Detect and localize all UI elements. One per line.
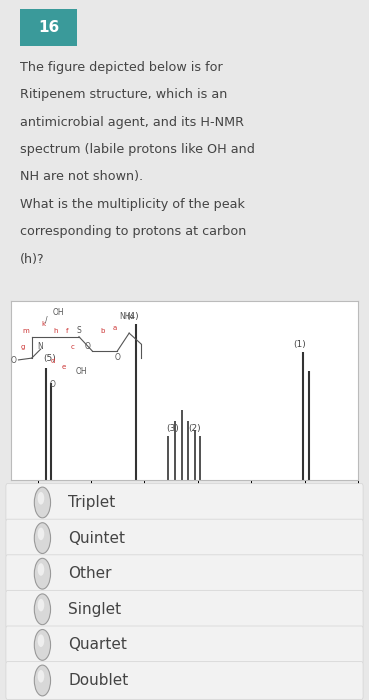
- Text: O: O: [49, 379, 55, 389]
- Text: (h)?: (h)?: [20, 253, 45, 265]
- Text: Ritipenem structure, which is an: Ritipenem structure, which is an: [20, 88, 228, 102]
- Text: b: b: [100, 328, 105, 334]
- Text: 16: 16: [38, 20, 59, 35]
- Text: OH: OH: [76, 368, 88, 376]
- Text: Singlet: Singlet: [68, 602, 121, 617]
- Text: The figure depicted below is for: The figure depicted below is for: [20, 61, 223, 74]
- Text: f: f: [66, 328, 68, 334]
- Text: h: h: [53, 328, 58, 334]
- Text: spectrum (labile protons like OH and: spectrum (labile protons like OH and: [20, 143, 255, 156]
- Text: a: a: [112, 325, 117, 330]
- Text: NH₂: NH₂: [119, 312, 134, 321]
- Text: What is the multiplicity of the peak: What is the multiplicity of the peak: [20, 198, 245, 211]
- Text: Triplet: Triplet: [68, 495, 115, 510]
- Text: k: k: [41, 321, 46, 327]
- X-axis label: Chemical Shift ( δ ): Chemical Shift ( δ ): [138, 501, 231, 511]
- Text: Other: Other: [68, 566, 112, 581]
- Text: corresponding to protons at carbon: corresponding to protons at carbon: [20, 225, 246, 238]
- Text: O: O: [11, 356, 17, 365]
- Text: O: O: [85, 342, 91, 351]
- Text: c: c: [71, 344, 75, 350]
- Text: /: /: [45, 316, 48, 324]
- Text: N: N: [38, 342, 44, 351]
- Text: e: e: [62, 364, 66, 370]
- Text: (3): (3): [166, 424, 179, 433]
- Text: (2): (2): [188, 424, 201, 433]
- FancyBboxPatch shape: [20, 9, 77, 46]
- Text: g: g: [21, 344, 25, 350]
- Text: OH: OH: [52, 308, 64, 317]
- Text: d: d: [50, 358, 55, 365]
- Text: S: S: [77, 326, 81, 335]
- Text: Quartet: Quartet: [68, 638, 127, 652]
- Text: m: m: [23, 328, 29, 334]
- Text: NH are not shown).: NH are not shown).: [20, 171, 144, 183]
- Text: antimicrobial agent, and its H-NMR: antimicrobial agent, and its H-NMR: [20, 116, 244, 129]
- Text: (5): (5): [44, 354, 56, 363]
- Text: O: O: [114, 353, 120, 362]
- Text: Quintet: Quintet: [68, 531, 125, 545]
- Text: (1): (1): [293, 340, 306, 349]
- Text: (4): (4): [126, 312, 138, 321]
- Text: Doublet: Doublet: [68, 673, 128, 688]
